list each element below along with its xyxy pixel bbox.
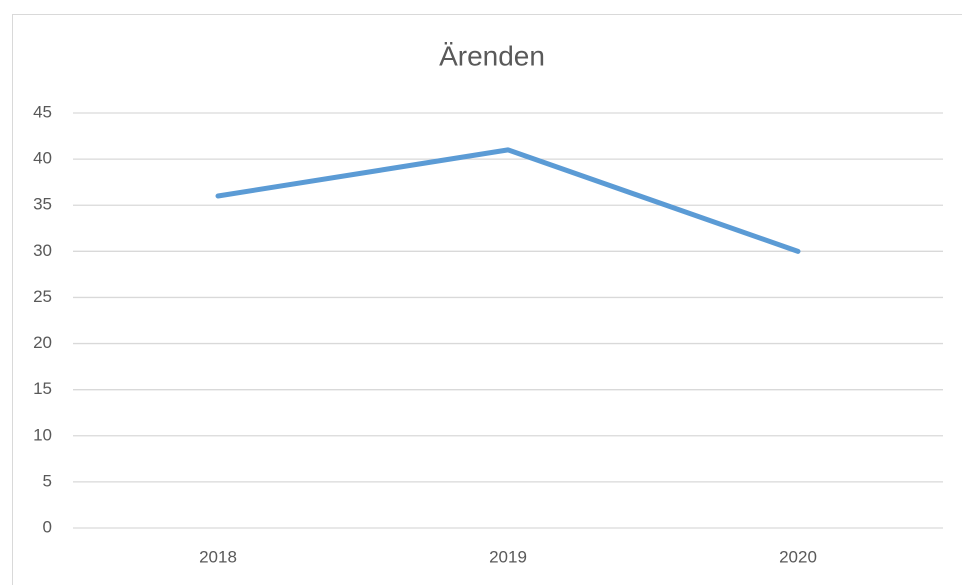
y-tick-label: 40	[33, 149, 52, 168]
chart-title: Ärenden	[439, 40, 545, 71]
y-tick-label: 30	[33, 241, 52, 260]
y-tick-label: 25	[33, 287, 52, 306]
chart-frame	[12, 14, 962, 585]
x-tick-label: 2018	[199, 547, 237, 566]
y-tick-label: 15	[33, 379, 52, 398]
y-tick-label: 35	[33, 195, 52, 214]
y-tick-label: 20	[33, 333, 52, 352]
y-tick-label: 45	[33, 102, 52, 121]
y-tick-label: 0	[43, 517, 52, 536]
y-tick-label: 5	[43, 471, 52, 490]
x-tick-label: 2020	[779, 547, 817, 566]
x-tick-label: 2019	[489, 547, 527, 566]
line-series	[215, 147, 801, 254]
y-tick-label: 10	[33, 425, 52, 444]
